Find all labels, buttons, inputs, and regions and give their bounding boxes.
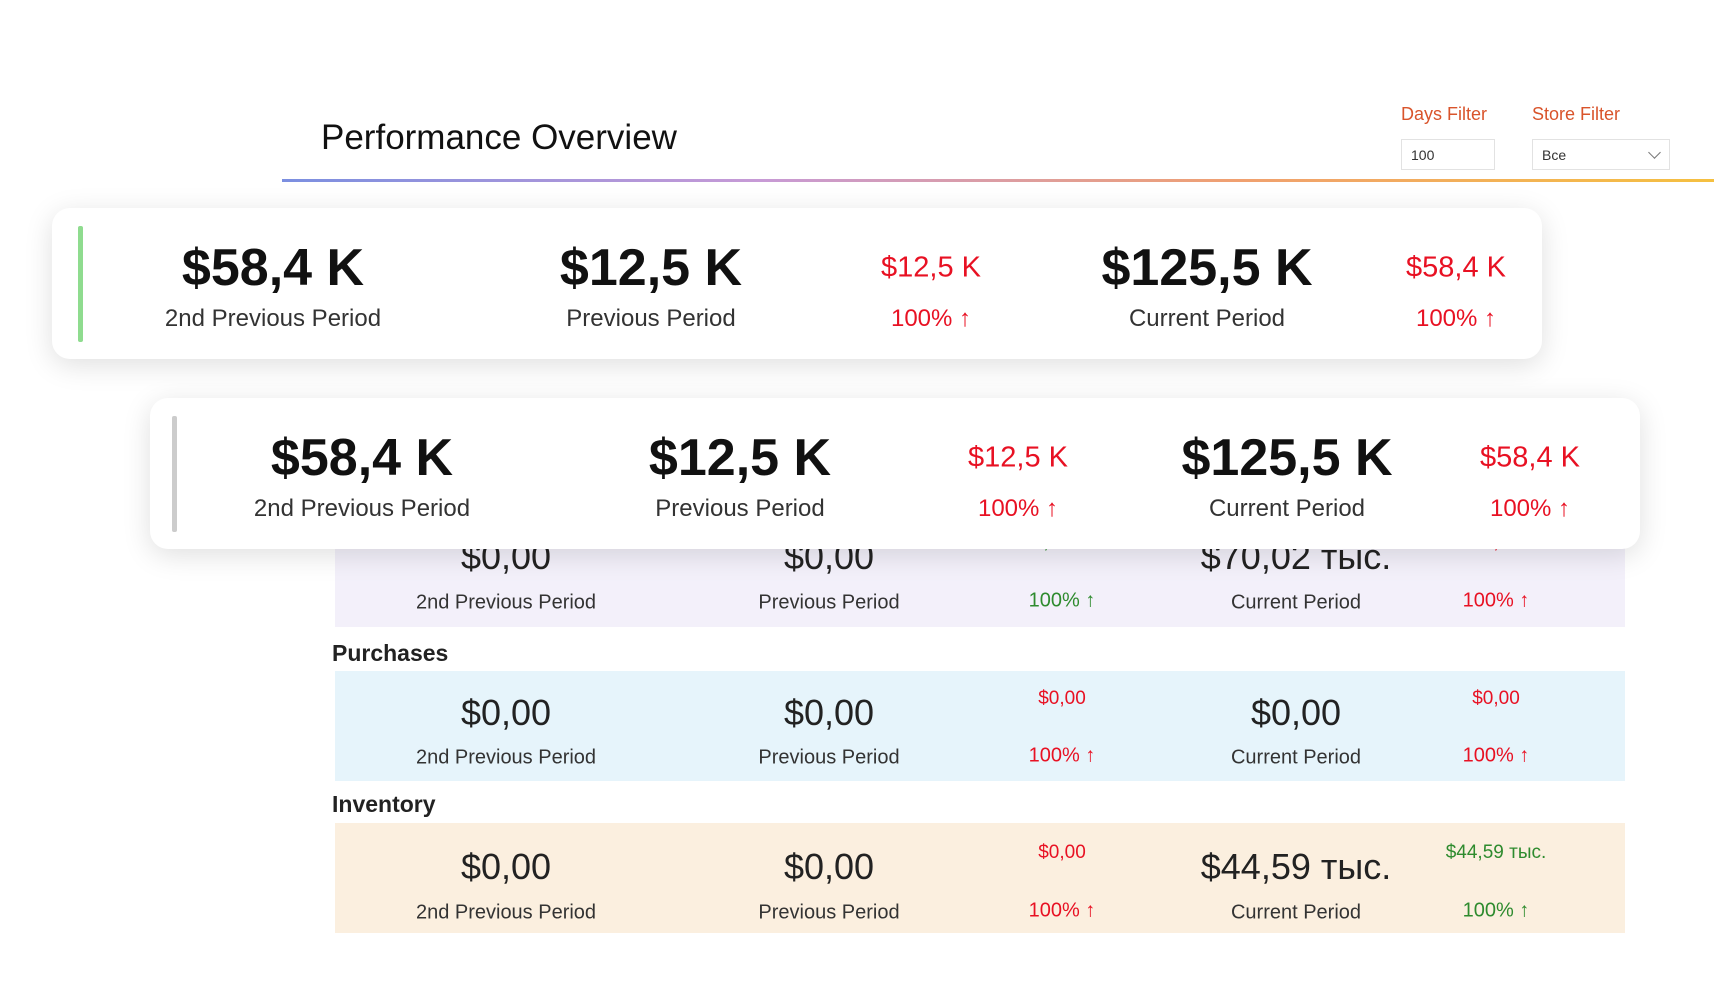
filter-input[interactable]: Все [1532, 139, 1670, 170]
metric-label: Current Period [1230, 746, 1362, 769]
delta-percent: 100% ↑ [1462, 589, 1530, 612]
title: Performance Overview [321, 118, 677, 157]
delta-value: $0,00 [1038, 842, 1086, 863]
section-row: $0,00 2nd Previous Period $0,00 Previous Pe… [335, 671, 1625, 781]
delta-percent: 100% ↑ [1489, 495, 1571, 522]
section-name: Inventory [332, 791, 436, 817]
metric-value: $0,00 [783, 547, 875, 577]
section-name: Purchases [332, 640, 449, 666]
filter-label: Store Filter [1532, 104, 1621, 124]
metric-label: 2nd Previous Period [164, 305, 382, 332]
metric-value: $0,00 [460, 846, 552, 887]
metric-label: Previous Period [758, 746, 900, 769]
metric-label: Current Period [1230, 901, 1362, 924]
kpi-card: $58,4 K 2nd Previous Period $12,5 K Previou… [150, 398, 1640, 549]
delta-value: $58,4 K [1406, 251, 1506, 284]
metric-label: Previous Period [758, 591, 900, 614]
delta-percent: 100% ↑ [1028, 744, 1096, 767]
delta-value: $0,00 [1472, 547, 1520, 554]
delta-percent: 100% ↑ [1462, 744, 1530, 767]
delta-percent: 100% ↑ [1028, 589, 1096, 612]
metric-label: Previous Period [758, 901, 900, 924]
kpi-card: $58,4 K 2nd Previous Period $12,5 K Previou… [52, 208, 1542, 359]
card-accent [172, 416, 177, 532]
section-row: $0,00 2nd Previous Period $0,00 Previous Pe… [335, 823, 1625, 933]
metric-value: $0,00 [1250, 692, 1342, 733]
metric-label: 2nd Previous Period [415, 746, 597, 769]
delta-value: $70,02 тыс. [1012, 547, 1113, 554]
metric-label: Previous Period [655, 495, 825, 522]
delta-value: $0,00 [1038, 688, 1086, 709]
metric-label: Current Period [1230, 591, 1362, 614]
metric-value: $58,4 K [270, 429, 454, 487]
metric-value: $125,5 K [1101, 239, 1313, 297]
filter-label: Days Filter [1401, 104, 1488, 124]
metric-label: 2nd Previous Period [415, 901, 597, 924]
section-row: $0,00 2nd Previous Period $0,00 Previous Pe… [335, 547, 1625, 627]
metric-value: $125,5 K [1181, 429, 1393, 487]
card-accent [78, 226, 83, 342]
metric-value: $0,00 [460, 692, 552, 733]
delta-percent: 100% ↑ [890, 305, 972, 332]
filter-input[interactable]: 100 [1401, 139, 1495, 170]
delta-value: $0,00 [1472, 688, 1520, 709]
title-underline [282, 179, 1714, 182]
metric-value: $58,4 K [181, 239, 365, 297]
metric-label: 2nd Previous Period [415, 591, 597, 614]
metric-value: $12,5 K [559, 239, 743, 297]
metric-label: 2nd Previous Period [253, 495, 471, 522]
dropdown-chevron [1648, 146, 1661, 159]
metric-label: Current Period [1128, 305, 1286, 332]
delta-percent: 100% ↑ [1462, 899, 1530, 922]
metric-value: $0,00 [783, 692, 875, 733]
delta-percent: 100% ↑ [1415, 305, 1497, 332]
metric-value: $70,02 тыс. [1200, 547, 1392, 577]
metric-label: Previous Period [566, 305, 736, 332]
metric-value: $0,00 [783, 846, 875, 887]
metric-value: $12,5 K [648, 429, 832, 487]
delta-value: $58,4 K [1480, 441, 1580, 474]
delta-value: $12,5 K [968, 441, 1068, 474]
delta-value: $44,59 тыс. [1445, 842, 1547, 863]
metric-value: $0,00 [460, 547, 552, 577]
metric-value: $44,59 тыс. [1200, 846, 1392, 887]
delta-percent: 100% ↑ [1028, 899, 1096, 922]
delta-value: $12,5 K [881, 251, 981, 284]
metric-label: Current Period [1208, 495, 1366, 522]
delta-percent: 100% ↑ [977, 495, 1059, 522]
